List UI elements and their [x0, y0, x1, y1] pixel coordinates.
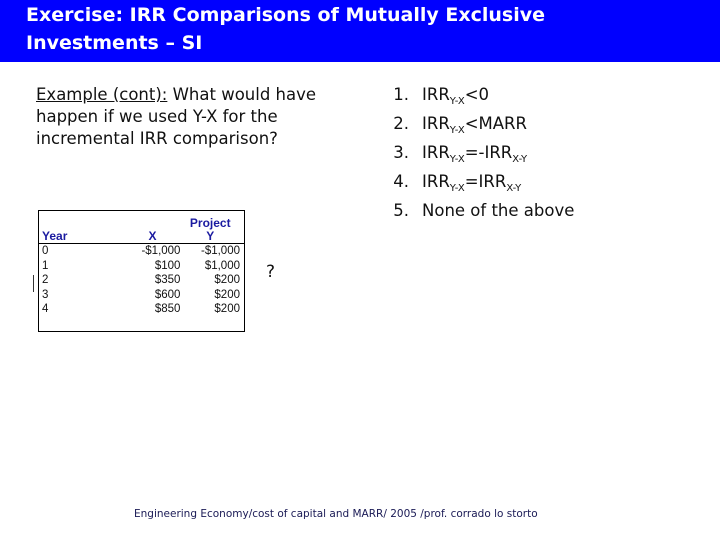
option-text: None of the above: [422, 200, 574, 229]
cell-x: $850: [154, 303, 181, 316]
header-x: X: [94, 211, 181, 244]
table-row: 2 $350 $200: [39, 273, 244, 288]
option-rest: <0: [464, 85, 490, 104]
option-sub: Y-X: [449, 96, 465, 107]
answer-option-1[interactable]: 1. IRRY-X<0: [374, 84, 574, 113]
header-y-line-2: Y: [206, 229, 215, 243]
answer-option-2[interactable]: 2. IRRY-X<MARR: [374, 113, 574, 142]
cell-y: -$1,000: [200, 245, 240, 258]
cell-year: 2: [42, 274, 49, 287]
option-number: 2.: [393, 114, 409, 133]
answer-options: 1. IRRY-X<0 2. IRRY-X<MARR 3. IRRY-X=-IRRX-…: [374, 84, 574, 229]
cash-flow-table: Year X Project Y 0 -$1,000 -$1,000 1 $100 $1,…: [38, 210, 245, 332]
table-row: 3 $600 $200: [39, 288, 244, 303]
table-header-row: Year X Project Y: [39, 211, 244, 244]
option-main: IRR: [422, 85, 450, 104]
header-y: Project Y: [180, 211, 244, 244]
table-row: 1 $100 $1,000: [39, 259, 244, 274]
answer-option-3[interactable]: 3. IRRY-X=-IRRX-Y: [374, 142, 574, 171]
option-main: IRR: [422, 143, 450, 162]
table-row: 0 -$1,000 -$1,000: [39, 244, 244, 259]
option-number: 1.: [393, 85, 409, 104]
option-main: None of the above: [422, 201, 575, 220]
cell-y: $200: [214, 303, 240, 316]
option-main: IRR: [422, 114, 450, 133]
question-mark: ?: [266, 262, 276, 282]
option-rest: <MARR: [464, 114, 527, 133]
header-y-line-1: Project: [189, 216, 231, 230]
cell-x: $100: [154, 259, 181, 272]
answer-option-5[interactable]: 5. None of the above: [374, 200, 574, 229]
slide-title-line-1: Exercise: IRR Comparisons of Mutually Ex…: [26, 4, 545, 26]
option-number: 3.: [393, 143, 409, 162]
cell-y: $200: [214, 288, 240, 301]
option-sub-2: X-Y: [506, 183, 522, 194]
option-sub: Y-X: [449, 154, 465, 165]
option-text: IRRY-X=-IRRX-Y: [422, 142, 527, 171]
option-text: IRRY-X=IRRX-Y: [422, 171, 521, 200]
header-year: Year: [39, 211, 95, 244]
slide-title-line-2: Investments – SI: [26, 32, 203, 54]
option-text: IRRY-X<MARR: [422, 113, 527, 142]
option-main: IRR: [422, 172, 450, 191]
answer-option-4[interactable]: 4. IRRY-X=IRRX-Y: [374, 171, 574, 200]
question-body: What would have happen if we used Y-X fo…: [36, 85, 317, 148]
question-text: Example (cont): What would have happen i…: [36, 84, 356, 150]
option-sub-2: X-Y: [512, 154, 528, 165]
option-text: IRRY-X<0: [422, 84, 489, 113]
option-number: 4.: [393, 172, 409, 191]
cell-year: 1: [42, 259, 49, 272]
cell-year: 4: [42, 303, 49, 316]
cell-x: $350: [154, 274, 181, 287]
footer-text: Engineering Economy/cost of capital and …: [134, 508, 538, 520]
cell-year: 0: [42, 245, 49, 258]
option-rest: =-IRR: [464, 143, 513, 162]
cell-year: 3: [42, 288, 49, 301]
option-sub: Y-X: [449, 183, 465, 194]
option-sub: Y-X: [449, 125, 465, 136]
option-rest: =IRR: [464, 172, 507, 191]
question-lead: Example (cont):: [36, 85, 168, 104]
text-cursor-mark: [33, 275, 34, 292]
cell-x: -$1,000: [141, 245, 181, 258]
cell-x: $600: [154, 288, 181, 301]
option-number: 5.: [393, 201, 409, 220]
cell-y: $1,000: [204, 259, 240, 272]
cell-y: $200: [214, 274, 240, 287]
table-row: 4 $850 $200: [39, 302, 244, 317]
title-bar: Exercise: IRR Comparisons of Mutually Ex…: [0, 0, 720, 62]
